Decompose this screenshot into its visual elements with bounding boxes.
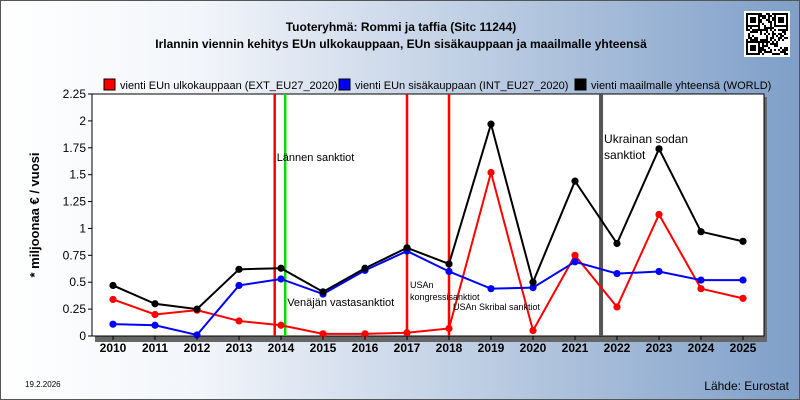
data-point: [235, 281, 243, 290]
legend-swatch-int: [338, 78, 351, 91]
x-tick-label: 2014: [268, 341, 295, 355]
data-point: [487, 285, 495, 293]
data-point: [487, 168, 495, 177]
y-tick-label: 1.75: [63, 141, 87, 155]
data-point: [403, 244, 411, 252]
x-tick-label: 2023: [646, 341, 673, 355]
x-tick-label: 2015: [310, 341, 337, 355]
qr-code-icon: [744, 11, 790, 57]
y-tick-label: 2: [79, 114, 86, 128]
y-tick-label: 0.25: [63, 302, 87, 316]
annotation-label-3: USAn Skribal sanktiot: [453, 302, 541, 312]
x-tick-label: 2021: [562, 341, 589, 355]
data-point: [151, 321, 159, 329]
y-tick-label: 1.25: [63, 195, 87, 209]
data-point: [739, 237, 747, 245]
data-point: [361, 330, 369, 338]
legend-label-int: vienti EUn sisäkauppaan (INT_EU27_2020): [355, 80, 568, 92]
x-tick-label: 2020: [520, 341, 547, 355]
footer-date: 19.2.2026: [25, 380, 61, 389]
annotation-label-2: USAn kongressisanktiot: [410, 280, 480, 302]
series-line-0: [112, 168, 744, 335]
data-point: [235, 265, 243, 273]
data-point: [445, 267, 453, 276]
data-point: [571, 177, 579, 185]
annotation-label-4: Ukrainan sodan sanktiot: [604, 132, 688, 162]
legend-label-ext: vienti EUn ulkokauppaan (EXT_EU27_2020): [120, 80, 338, 92]
x-tick-label: 2011: [142, 341, 168, 355]
data-point: [697, 228, 705, 236]
data-point: [109, 320, 117, 328]
data-point: [109, 281, 117, 290]
x-tick-label: 2019: [478, 341, 505, 355]
x-tick-label: 2024: [688, 341, 715, 355]
data-point: [361, 264, 369, 272]
data-point: [529, 284, 537, 292]
data-point: [655, 267, 663, 276]
y-tick-label: 1: [79, 221, 86, 235]
x-tick-label: 2017: [394, 341, 421, 355]
data-point: [445, 324, 453, 333]
data-point: [739, 276, 747, 284]
data-point: [529, 278, 537, 286]
data-point: [697, 285, 705, 293]
data-point: [319, 288, 327, 296]
chart-title: Tuoteryhmä: Rommi ja taffia (Sitc 11244): [286, 20, 517, 34]
data-point: [655, 145, 663, 153]
y-tick-label: 0.75: [63, 248, 87, 262]
chart-subtitle: Irlannin viennin kehitys EUn ulkokauppaa…: [155, 37, 647, 51]
data-point: [193, 331, 201, 339]
data-point: [445, 260, 453, 268]
data-point: [109, 295, 117, 304]
y-axis-label: * miljoonaa € / vuosi: [27, 153, 42, 278]
data-point: [739, 294, 747, 302]
y-tick-label: 0: [79, 329, 86, 343]
data-point: [277, 275, 285, 283]
x-tick-label: 2025: [730, 341, 757, 355]
data-point: [529, 327, 537, 335]
annotation-label-1: Venäjän vastasanktiot: [287, 297, 394, 309]
data-point: [487, 120, 495, 128]
data-point: [697, 276, 705, 284]
plot-area: [91, 93, 765, 337]
data-point: [277, 264, 285, 272]
y-tick-label: 2.25: [63, 87, 87, 101]
data-point: [613, 239, 621, 248]
series-line-2: [112, 120, 744, 311]
data-point: [613, 303, 621, 311]
series-line-1: [112, 249, 743, 337]
legend: vienti EUn ulkokauppaan (EXT_EU27_2020) …: [103, 78, 771, 92]
legend-label-world: vienti maailmalle yhteensä (WORLD): [591, 80, 771, 92]
y-tick-label: 1.5: [69, 168, 86, 182]
data-point: [613, 270, 621, 278]
x-tick-label: 2022: [604, 341, 631, 355]
data-point: [571, 251, 579, 259]
data-point: [151, 310, 159, 319]
data-point: [235, 317, 243, 325]
annotation-label-0: Lännen sanktiot: [277, 152, 355, 164]
source-label: Lähde: Eurostat: [704, 379, 789, 393]
data-point: [403, 329, 411, 337]
y-tick-label: 0.5: [69, 275, 86, 289]
x-tick-label: 2010: [100, 341, 127, 355]
legend-swatch-world: [574, 78, 587, 91]
x-tick-label: 2016: [352, 341, 379, 355]
x-tick-label: 2018: [436, 341, 463, 355]
data-point: [277, 321, 285, 329]
data-point: [193, 305, 201, 313]
x-tick-label: 2012: [184, 341, 211, 355]
data-point: [151, 300, 159, 308]
data-point: [571, 258, 579, 266]
legend-swatch-ext: [103, 78, 116, 91]
x-tick-label: 2013: [226, 341, 253, 355]
data-point: [655, 210, 663, 219]
data-point: [319, 330, 327, 338]
